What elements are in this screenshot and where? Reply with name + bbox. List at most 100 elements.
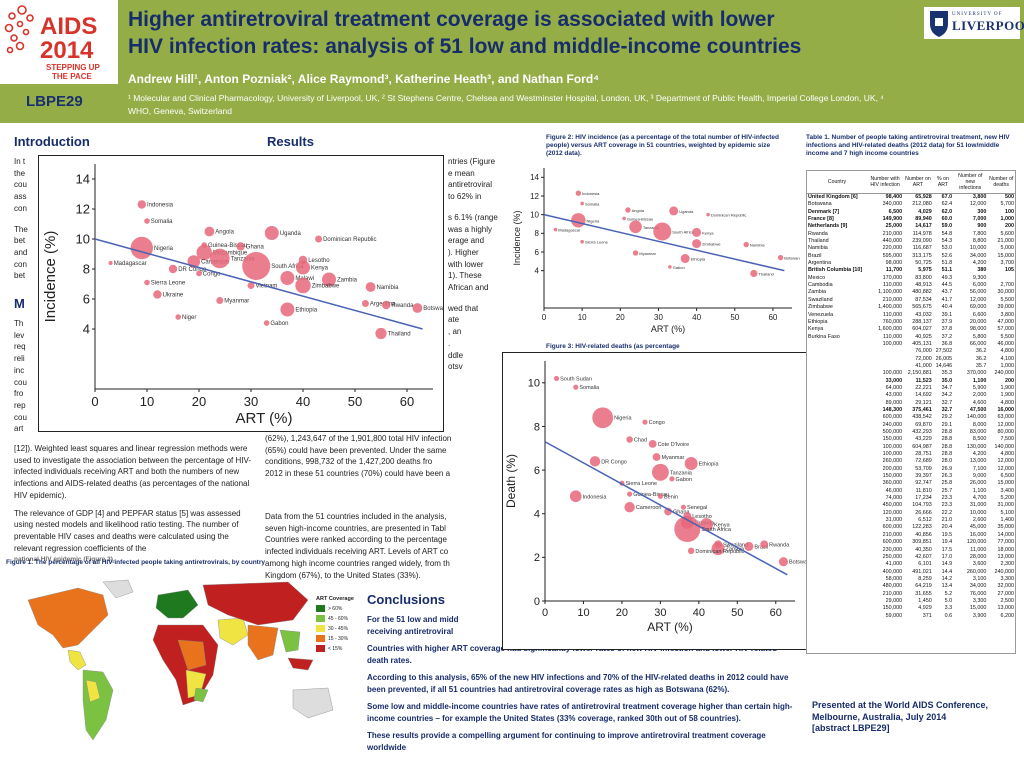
table-cell: 370,000: [966, 370, 987, 377]
table-row: Cambodia 110,000 48,913 44.5 6,000 2,700: [807, 282, 1015, 289]
table-cell: 52.6: [941, 252, 953, 259]
table-cell: 14.4: [941, 568, 953, 575]
table-cell: 21,000: [997, 238, 1015, 245]
data-point-label: South Sudan: [560, 376, 592, 382]
table-cell: 48,913: [915, 282, 932, 289]
table-cell: 5,200: [1000, 495, 1015, 502]
x-tick-label: 10: [578, 313, 587, 322]
table-cell: Netherlands [9]: [808, 223, 848, 230]
data-point: [571, 213, 586, 228]
table-cell: [807, 436, 867, 443]
data-point: [777, 254, 784, 261]
table-row: 100,000 2,150,881 35.3 370,000 240,000: [807, 370, 1015, 377]
table-row: 450,000 104,793 23.3 31,000 31,000: [807, 502, 1015, 509]
table-cell: 31,000: [969, 502, 987, 509]
table-cell: 66,000: [969, 340, 987, 347]
table-cell: 13,000: [997, 553, 1015, 560]
table-cell: [807, 385, 867, 392]
data-point-label: Namibia: [377, 285, 400, 291]
results-text-2: Data from the 51 countries included in t…: [265, 511, 465, 581]
data-point-label: Madagascar: [114, 261, 147, 267]
table-cell: 140,000: [994, 443, 1015, 450]
table-cell: 12,000: [997, 421, 1015, 428]
table-cell: 41.7: [941, 296, 953, 303]
table-cell: 59.0: [941, 223, 953, 230]
data-point: [711, 542, 725, 556]
table-cell: 2,500: [1000, 597, 1015, 604]
table-row: Kenya 1,600,000 604,027 37.8 98,000 57,000: [807, 326, 1015, 333]
presented-line-3: [abstract LBPE29]: [812, 723, 890, 733]
data-point-label: Zimbabwe: [312, 284, 340, 290]
x-tick-label: 0: [542, 607, 548, 619]
table-cell: 28.8: [941, 436, 953, 443]
data-point-label: Angola: [215, 230, 234, 236]
crest-icon: [930, 11, 948, 37]
table-row: 41,000 14,646 35.7 1,000: [807, 363, 1015, 370]
map-legend-item: < 15%: [316, 645, 358, 652]
affiliations: ¹ Molecular and Clinical Pharmacology, U…: [128, 93, 884, 116]
table-cell: 604,987: [912, 443, 932, 450]
intro-line-fragment: and: [14, 247, 28, 257]
data-point-label: Myanmar: [224, 299, 249, 305]
table-cell: 371: [922, 612, 932, 619]
table-cell: 25.8: [941, 480, 953, 487]
table-row: Venezuela 110,000 43,032 39.1 6,600 3,800: [807, 312, 1015, 319]
table-cell: 149,900: [882, 216, 903, 223]
table-cell: Venezuela: [808, 311, 834, 318]
data-point: [760, 540, 769, 549]
data-point-label: Sierra Leone: [151, 281, 186, 287]
table-cell: 3,300: [1000, 575, 1015, 582]
figure3-caption: Figure 3: HIV-related deaths (as percent…: [546, 343, 680, 350]
aids2014-logo: AIDS 2014 STEPPING UP THE PACE: [0, 0, 118, 84]
table-cell: [807, 576, 867, 583]
data-point: [175, 314, 181, 320]
table-cell: 46,000: [997, 340, 1015, 347]
table-cell: 11,700: [885, 267, 903, 274]
data-point: [315, 235, 323, 243]
table-row: 150,000 39,397 26.3 9,000 6,500: [807, 473, 1015, 480]
table-cell: 13,000: [997, 605, 1015, 612]
table-cell: 65,928: [915, 194, 932, 200]
data-point-label: Benin: [664, 494, 678, 500]
table-cell: 31,655: [915, 590, 932, 597]
table-cell: 122,283: [912, 524, 932, 531]
data-point: [153, 290, 162, 299]
table-cell: 12,000: [969, 296, 987, 303]
table-cell: [807, 451, 867, 458]
data-point-label: Guinea-Bissau: [208, 243, 247, 249]
table-cell: 43,032: [915, 311, 932, 318]
table-row: 41,000 6,101 14.9 3,600 2,300: [807, 561, 1015, 568]
x-tick-label: 0: [542, 313, 547, 322]
table-cell: [807, 407, 867, 414]
results-line-fragment: was a highly: [448, 224, 493, 234]
table-cell: 14,646: [935, 362, 953, 369]
presented-at: Presented at the World AIDS Conference, …: [812, 700, 1022, 735]
table-cell: 35.7: [975, 362, 987, 369]
table-cell: 54.3: [941, 238, 953, 245]
data-point-label: Ghana: [673, 510, 690, 516]
x-tick-label: 40: [693, 607, 705, 619]
table-cell: 32.7: [941, 399, 953, 406]
table-cell: 480,000: [882, 583, 903, 590]
table-cell: [807, 400, 867, 407]
table-cell: 29.2: [941, 414, 953, 421]
x-tick-label: 10: [577, 607, 589, 619]
table-cell: 100,000: [882, 370, 903, 377]
table-cell: 17.0: [941, 553, 953, 560]
table-cell: Namibia: [808, 245, 828, 252]
table-cell: 5,000: [1000, 245, 1015, 252]
table-cell: 83,000: [969, 429, 987, 435]
y-tick-label: 4: [83, 322, 90, 337]
table-cell: 92,747: [915, 480, 932, 487]
table-cell: 54.8: [941, 230, 953, 237]
data-point-label: South Africa: [271, 264, 304, 270]
table-row: 600,000 309,851 19.4 120,000 77,000: [807, 539, 1015, 546]
table-cell: 47,500: [969, 406, 987, 413]
legend-swatch: [316, 645, 325, 652]
data-point-label: DR Congo: [601, 459, 627, 465]
introduction-title: Introduction: [14, 134, 90, 149]
table-cell: Burkina Faso: [808, 333, 840, 340]
results-line-fragment: e mean: [448, 168, 475, 178]
data-point-label: Uganda: [280, 231, 302, 237]
results-line-fragment: s 6.1% (range: [448, 212, 498, 222]
